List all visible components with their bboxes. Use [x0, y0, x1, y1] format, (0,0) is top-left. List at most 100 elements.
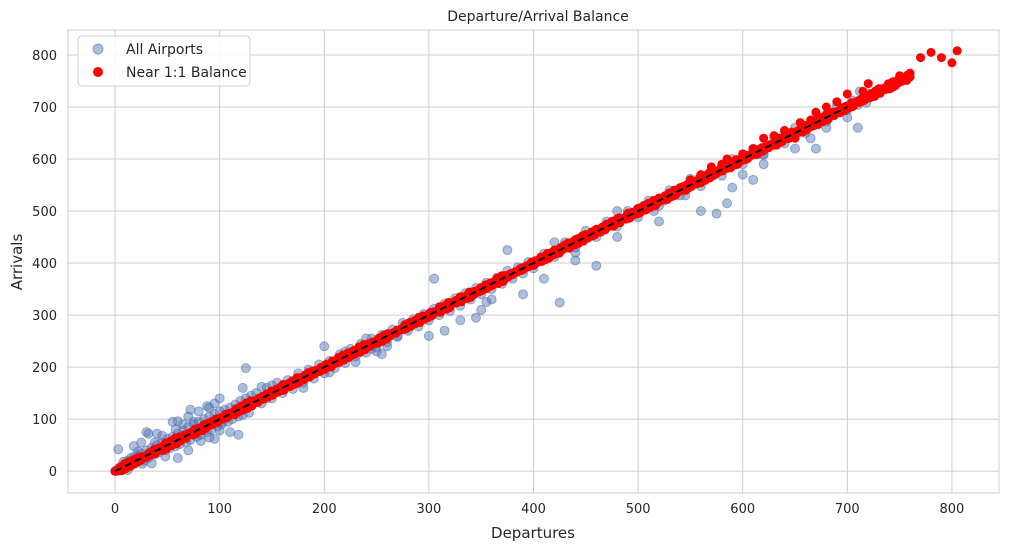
point-near-balance: [717, 159, 727, 169]
point-all-airports: [256, 381, 267, 392]
point-near-balance: [549, 245, 559, 255]
point-all-airports: [183, 445, 194, 456]
point-all-airports: [518, 289, 529, 300]
point-all-airports: [852, 122, 863, 133]
point-near-balance: [832, 97, 842, 107]
point-near-balance: [916, 53, 926, 63]
point-all-airports: [439, 325, 450, 336]
y-tick-label: 400: [32, 257, 57, 272]
point-near-balance: [926, 47, 936, 57]
point-near-balance: [696, 170, 706, 180]
y-tick-label: 200: [32, 361, 57, 376]
point-all-airports: [178, 419, 189, 430]
point-near-balance: [560, 240, 570, 250]
y-tick-label: 0: [49, 465, 57, 480]
point-all-airports: [319, 341, 330, 352]
point-near-balance: [570, 235, 580, 245]
axes: 0 100 200 300 400 500 600 700 800 0 100 200 300 400 50…: [32, 49, 964, 517]
x-tick-label: 200: [312, 502, 337, 517]
point-near-balance: [581, 229, 591, 239]
point-near-balance: [811, 107, 821, 117]
point-all-airports: [225, 427, 236, 438]
point-all-airports: [423, 330, 434, 341]
point-near-balance: [795, 118, 805, 128]
point-near-balance: [790, 133, 800, 143]
point-near-balance: [806, 115, 816, 125]
point-all-airports: [113, 444, 124, 455]
point-all-airports: [136, 437, 147, 448]
point-all-airports: [502, 245, 513, 256]
point-all-airports: [711, 208, 722, 219]
point-all-airports: [612, 232, 623, 243]
point-near-balance: [738, 149, 748, 159]
point-all-airports: [193, 406, 204, 417]
point-all-airports: [805, 133, 816, 144]
point-all-airports: [185, 404, 196, 415]
legend-label-all-airports: All Airports: [126, 42, 203, 58]
point-near-balance: [905, 68, 915, 78]
x-axis-label: Departures: [491, 524, 575, 542]
point-all-airports: [233, 429, 244, 440]
point-all-airports: [810, 143, 821, 154]
point-all-airports: [209, 433, 220, 444]
point-all-airports: [141, 427, 152, 438]
point-near-balance: [895, 71, 905, 81]
x-tick-label: 500: [626, 502, 651, 517]
x-tick-label: 700: [835, 502, 860, 517]
point-all-airports: [202, 401, 213, 412]
legend-marker-near-balance: [93, 67, 103, 77]
x-tick-label: 0: [111, 502, 119, 517]
point-near-balance: [952, 46, 962, 56]
point-all-airports: [172, 453, 183, 464]
y-tick-label: 100: [32, 413, 57, 428]
point-all-airports: [486, 294, 497, 305]
point-near-balance: [759, 133, 769, 143]
x-tick-label: 600: [730, 502, 755, 517]
point-all-airports: [727, 182, 738, 193]
point-all-airports: [748, 174, 759, 185]
y-tick-label: 700: [32, 101, 57, 116]
reference-line-group: [114, 106, 848, 473]
data-points: [110, 46, 962, 477]
point-all-airports: [376, 349, 387, 360]
point-all-airports: [470, 312, 481, 323]
point-near-balance: [685, 175, 695, 185]
point-all-airports: [429, 273, 440, 284]
x-tick-label: 100: [207, 502, 232, 517]
point-near-balance: [842, 89, 852, 99]
point-all-airports: [214, 425, 225, 436]
point-all-airports: [737, 169, 748, 180]
point-near-balance: [947, 58, 957, 68]
point-all-airports: [209, 398, 220, 409]
y-tick-label: 600: [32, 153, 57, 168]
point-all-airports: [455, 315, 466, 326]
point-all-airports: [722, 198, 733, 209]
point-near-balance: [821, 102, 831, 112]
legend-label-near-balance: Near 1:1 Balance: [126, 65, 247, 81]
point-near-balance: [769, 131, 779, 141]
point-near-balance: [858, 86, 868, 96]
point-near-balance: [936, 53, 946, 63]
point-all-airports: [481, 297, 492, 308]
legend: All Airports Near 1:1 Balance: [77, 35, 251, 87]
point-near-balance: [863, 79, 873, 89]
y-tick-label: 800: [32, 49, 57, 64]
point-all-airports: [654, 216, 665, 227]
point-near-balance: [706, 162, 716, 172]
y-axis-label: Arrivals: [8, 234, 26, 291]
point-all-airports: [214, 393, 225, 404]
legend-marker-all-airports: [92, 43, 104, 55]
point-all-airports: [695, 206, 706, 217]
point-all-airports: [790, 143, 801, 154]
reference-line: [114, 106, 848, 473]
point-all-airports: [538, 273, 549, 284]
point-all-airports: [237, 382, 248, 393]
point-near-balance: [780, 125, 790, 135]
point-all-airports: [554, 297, 565, 308]
x-tick-label: 300: [416, 502, 441, 517]
point-all-airports: [195, 435, 206, 446]
point-near-balance: [884, 81, 894, 91]
point-all-airports: [758, 159, 769, 170]
